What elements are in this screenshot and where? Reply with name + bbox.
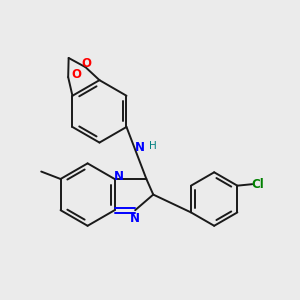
Text: N: N	[135, 141, 145, 154]
Text: N: N	[114, 170, 124, 183]
Text: Cl: Cl	[252, 178, 265, 191]
Text: N: N	[130, 212, 140, 225]
Text: O: O	[81, 57, 91, 70]
Text: O: O	[71, 68, 82, 81]
Text: H: H	[149, 141, 157, 151]
